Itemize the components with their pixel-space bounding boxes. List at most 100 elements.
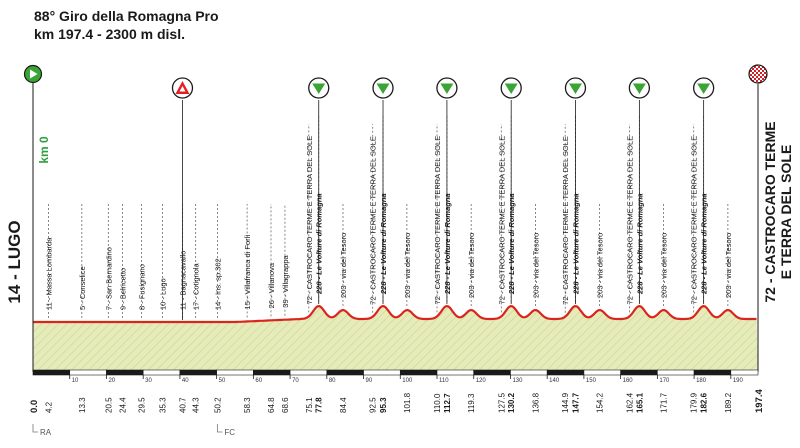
scale-segment bbox=[620, 369, 658, 376]
waypoint-km-label: 162.4 bbox=[625, 392, 634, 413]
waypoint-km-label: 144.9 bbox=[561, 392, 570, 413]
scale-segment bbox=[326, 369, 364, 376]
waypoint-label: 72 - CASTROCARO TERME E TERRA DEL SOLE bbox=[497, 136, 506, 305]
waypoint-km-label: 130.2 bbox=[507, 392, 516, 413]
waypoint-km-label: 64.8 bbox=[267, 397, 276, 413]
scale-segment bbox=[583, 369, 621, 376]
km-scale-ticks: 10 20 30 40 50 60 70 80 90 100 110 120 130 140 150 160 1… bbox=[69, 375, 744, 384]
climb-triangle-icon bbox=[568, 83, 582, 94]
waypoint-label: 14 - Ins. sp.302 bbox=[213, 258, 222, 310]
scale-tick-label: 50 bbox=[219, 378, 226, 384]
waypoint-label: 72 - CASTROCARO TERME E TERRA DEL SOLE bbox=[690, 136, 699, 305]
waypoint-km-label: 147.7 bbox=[571, 392, 580, 413]
waypoint-km-label: 179.9 bbox=[690, 392, 699, 413]
waypoint-label: 203 - via del Tesoro bbox=[403, 233, 412, 298]
start-marker bbox=[23, 64, 43, 318]
waypoint-label: 39 - Villagrappa bbox=[281, 255, 290, 308]
intermediate-sprint-marker bbox=[171, 77, 194, 320]
scale-segment bbox=[399, 369, 438, 376]
scale-segment bbox=[32, 369, 71, 376]
waypoint-km-label: 58.3 bbox=[243, 397, 252, 413]
km-scale-bar bbox=[32, 369, 759, 376]
scale-tick-label: 160 bbox=[623, 378, 634, 384]
triangle-inner-icon bbox=[179, 86, 186, 92]
scale-segment bbox=[693, 369, 732, 376]
scale-tick-label: 110 bbox=[439, 378, 449, 384]
waypoint-km-label: 75.1 bbox=[305, 397, 314, 413]
scale-segment bbox=[69, 369, 107, 376]
waypoint-km-label: 165.1 bbox=[635, 392, 644, 413]
race-title: 88° Giro della Romagna Pro bbox=[34, 8, 219, 24]
waypoint-km-label: 4.2 bbox=[44, 401, 53, 413]
waypoint-km-label: 29.5 bbox=[137, 397, 146, 413]
waypoint-label: 10 - Lugo bbox=[159, 278, 168, 310]
waypoint-label: 9 - Belricetto bbox=[119, 268, 128, 310]
scale-tick-label: 90 bbox=[366, 378, 373, 384]
scale-segment bbox=[179, 369, 217, 376]
waypoint-label: 72 - CASTROCARO TERME E TERRA DEL SOLE bbox=[561, 136, 570, 305]
climb-triangle-icon bbox=[312, 83, 326, 94]
waypoint-km-label: 68.6 bbox=[281, 397, 290, 413]
waypoint-label: 228 - Le Volture di Romagna bbox=[379, 193, 388, 295]
waypoint-label: 203 - via del Tesoro bbox=[595, 233, 604, 298]
waypoint-km-label: 84.4 bbox=[339, 397, 348, 413]
start-town-label: 14 - LUGO bbox=[5, 220, 24, 303]
waypoint-label: 228 - Le Volture di Romagna bbox=[507, 193, 516, 295]
waypoint-km-label: 101.8 bbox=[403, 392, 412, 413]
climb-triangle-icon bbox=[440, 83, 454, 94]
scale-segment bbox=[546, 369, 585, 376]
finish-km-label: 197.4 bbox=[754, 389, 765, 413]
waypoint-km-label: 127.5 bbox=[497, 392, 506, 413]
waypoint-label: 11 - Massa Lombarda bbox=[44, 237, 53, 310]
road-note-label: FC bbox=[224, 428, 235, 437]
waypoint-label: 7 - San Bernardino bbox=[104, 247, 113, 310]
waypoint-label: 5 - Conselice bbox=[78, 266, 87, 310]
race-subtitle: km 197.4 - 2300 m disl. bbox=[34, 26, 185, 42]
scale-tick-label: 190 bbox=[733, 378, 744, 384]
scale-tick-label: 130 bbox=[512, 378, 523, 384]
waypoint-km-label: 40.7 bbox=[178, 397, 187, 413]
waypoint-label: 26 - Villanova bbox=[267, 262, 276, 308]
elevation-profile-line bbox=[33, 304, 757, 324]
km0-label: km 0 bbox=[37, 136, 51, 164]
finish-marker bbox=[748, 64, 768, 318]
scale-segment bbox=[253, 369, 291, 376]
scale-tick-label: 80 bbox=[329, 378, 336, 384]
climb-markers bbox=[308, 77, 715, 304]
scale-tick-label: 20 bbox=[108, 378, 115, 384]
waypoint-label: 17 - Cotignola bbox=[192, 262, 201, 310]
waypoint-label: 228 - Le Volture di Romagna bbox=[315, 193, 324, 295]
waypoint-km-label: 35.3 bbox=[159, 397, 168, 413]
waypoint-km-label: 50.2 bbox=[213, 397, 222, 413]
waypoint-km-label: 92.5 bbox=[369, 397, 378, 413]
waypoint-km-label: 44.3 bbox=[192, 397, 201, 413]
scale-segment bbox=[436, 369, 475, 376]
waypoint-km-label: 77.8 bbox=[315, 397, 324, 413]
waypoint-label: 11 - Bagnacavallo bbox=[178, 251, 187, 310]
finish-town-label-line2: E TERRA DEL SOLE bbox=[778, 145, 794, 280]
scale-tick-label: 120 bbox=[476, 378, 487, 384]
waypoint-km-label: 182.6 bbox=[700, 392, 709, 413]
waypoint-label: 203 - via del Tesoro bbox=[467, 233, 476, 298]
climb-triangle-icon bbox=[376, 83, 390, 94]
scale-tick-label: 40 bbox=[182, 378, 189, 384]
scale-segment bbox=[730, 369, 759, 376]
waypoint-label: 203 - via del Tesoro bbox=[724, 233, 733, 298]
waypoint-km-label: 20.5 bbox=[104, 397, 113, 413]
scale-tick-label: 30 bbox=[145, 378, 152, 384]
waypoint-label: 72 - CASTROCARO TERME E TERRA DEL SOLE bbox=[433, 136, 442, 305]
scale-segment bbox=[473, 369, 511, 376]
waypoint-km-label: 95.3 bbox=[379, 397, 388, 413]
scale-tick-label: 180 bbox=[696, 378, 707, 384]
road-notes: RA FC bbox=[32, 424, 235, 437]
climb-triangle-icon bbox=[697, 83, 711, 94]
finish-flag-icon bbox=[748, 64, 768, 84]
waypoint-label: 72 - CASTROCARO TERME E TERRA DEL SOLE bbox=[305, 136, 314, 305]
waypoint-km-label: 112.7 bbox=[443, 393, 452, 413]
climb-triangle-icon bbox=[632, 83, 646, 94]
scale-segment bbox=[216, 369, 254, 376]
start-km-label: 0.0 bbox=[29, 400, 40, 413]
waypoint-label: 228 - Le Volture di Romagna bbox=[635, 193, 644, 295]
waypoint-km-labels: 4.2 13.3 20.5 24.4 29.5 35.3 40.7 44.3 50.2 58.3 6… bbox=[44, 392, 732, 413]
waypoint-km-label: 154.2 bbox=[595, 392, 604, 413]
